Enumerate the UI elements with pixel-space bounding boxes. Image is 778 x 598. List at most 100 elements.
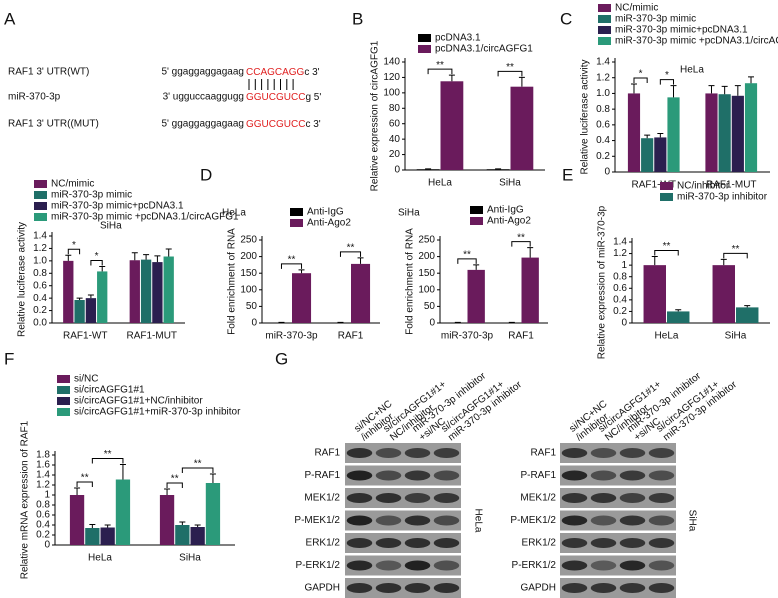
band	[619, 493, 646, 503]
y-tick-label: 250	[240, 235, 257, 246]
y-tick-label: 250	[418, 235, 435, 246]
bar	[159, 495, 175, 545]
band	[648, 560, 675, 571]
legend-label: NC/mimic	[51, 179, 94, 190]
significance-bracket	[654, 249, 679, 256]
bar	[486, 169, 510, 170]
x-tick-label: HeLa	[428, 178, 452, 189]
y-tick-label: 120	[383, 72, 400, 83]
legend-label: miR-370-3p mimic+pcDNA3.1	[615, 25, 748, 36]
legend-label: si/circAGFG1#1+miR-370-3p inhibitor	[74, 407, 241, 418]
error-bar	[448, 74, 455, 82]
band	[346, 515, 373, 526]
error-bar	[76, 297, 83, 301]
bar	[627, 93, 641, 172]
y-axis-label: Relative expression of miR-370-3p	[597, 205, 608, 359]
x-tick-label: RAF1-WT	[632, 180, 676, 191]
blot-strip	[560, 533, 676, 553]
legend-label: NC/inhibitor	[677, 181, 730, 192]
row-label: MEK1/2	[304, 493, 340, 504]
error-bar	[89, 524, 96, 528]
significance-bracket	[497, 70, 523, 77]
blot-strip	[560, 510, 676, 531]
y-tick-label: 50	[246, 301, 258, 312]
legend-label: miR-370-3p inhibitor	[677, 192, 768, 203]
y-tick-label: 0.2	[33, 305, 47, 316]
legend-label: si/circAGFG1#1+NC/inhibitor	[74, 396, 203, 407]
y-tick-label: 150	[240, 268, 257, 279]
error-bar	[131, 252, 138, 261]
significance-label: **	[436, 60, 444, 71]
panel-label: A	[4, 9, 16, 28]
error-bar	[104, 524, 111, 528]
sequence-tail: CCAGCAGGc 3'	[246, 67, 320, 78]
error-bar	[119, 464, 126, 480]
seed-region: CCAGCAGG	[246, 67, 305, 78]
legend-swatch	[34, 202, 47, 210]
significance-label: **	[194, 459, 202, 470]
bar	[712, 265, 735, 323]
band	[619, 470, 646, 481]
x-tick-label: HeLa	[655, 331, 679, 342]
blot-strip	[560, 578, 676, 598]
error-bar	[154, 255, 161, 263]
band	[433, 493, 460, 503]
y-tick-label: 0.2	[613, 306, 627, 317]
band	[561, 560, 588, 571]
y-tick-label: 0	[251, 318, 257, 329]
blot-strip	[345, 578, 461, 598]
error-bar	[734, 85, 741, 96]
blot-strip	[560, 555, 676, 576]
error-bar	[165, 248, 172, 257]
y-tick-label: 0.8	[613, 271, 627, 282]
band	[590, 560, 617, 571]
bar	[129, 260, 140, 323]
bar	[140, 259, 152, 323]
legend-swatch	[57, 408, 70, 416]
band	[433, 448, 460, 458]
seed-region: GGUCGUCC	[246, 119, 305, 130]
significance-bracket	[91, 458, 124, 464]
cell-line-label: SiHa	[686, 510, 697, 532]
error-bar	[87, 294, 94, 299]
bar	[718, 94, 731, 172]
band	[561, 538, 588, 548]
sequence-suffix: c 3'	[305, 119, 320, 130]
band	[619, 560, 646, 571]
row-label: P-RAF1	[304, 470, 340, 481]
legend-swatch	[290, 219, 303, 227]
legend-swatch	[470, 217, 483, 225]
legend-label: Anti-IgG	[487, 205, 524, 216]
y-tick-label: 0	[604, 167, 610, 178]
y-tick-label: 0.2	[36, 530, 50, 541]
y-tick-label: 20	[389, 149, 401, 160]
y-tick-label: 0	[429, 318, 435, 329]
legend-label: si/NC	[74, 374, 98, 385]
legend-label: pcDNA3.1/circAGFG1	[435, 44, 533, 55]
significance-bracket	[280, 263, 303, 269]
error-bar	[630, 83, 637, 94]
y-tick-label: 100	[418, 284, 435, 295]
sequence-prefix: 5' ggaggaggagaag	[161, 119, 244, 130]
legend-label: Anti-Ago2	[307, 218, 351, 229]
blot-strip	[560, 465, 676, 486]
significance-bracket	[659, 79, 675, 85]
bar	[175, 525, 190, 545]
band	[561, 448, 588, 458]
band	[433, 538, 460, 548]
band	[375, 470, 402, 481]
subtitle: SiHa	[100, 221, 122, 232]
error-bar	[74, 487, 81, 495]
bar	[63, 260, 74, 323]
bar	[115, 479, 131, 545]
bar	[97, 271, 108, 323]
band	[404, 560, 431, 571]
error-bar	[298, 269, 305, 274]
significance-label: *	[665, 70, 669, 81]
y-tick-label: 100	[383, 87, 400, 98]
significance-label: **	[104, 449, 112, 460]
error-bar	[720, 258, 727, 266]
sequence-prefix: 3' ugguccaaggugg	[163, 92, 244, 103]
y-axis-label: Relative luciferase activity	[17, 222, 28, 337]
band	[561, 515, 588, 526]
